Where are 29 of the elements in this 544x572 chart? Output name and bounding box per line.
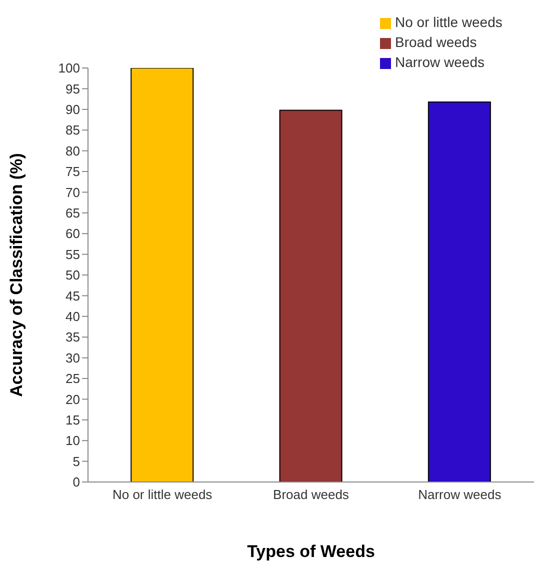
y-tick-label: 30 xyxy=(66,350,80,366)
y-tick-label: 10 xyxy=(66,433,80,448)
y-tick-label: 100 xyxy=(58,60,80,76)
y-tick-label: 20 xyxy=(66,392,80,407)
y-tick-label: 35 xyxy=(66,330,80,345)
x-tick-label: Narrow weeds xyxy=(418,487,502,502)
y-tick-label: 85 xyxy=(66,122,80,138)
y-tick-label: 5 xyxy=(72,454,80,469)
y-tick-label: 90 xyxy=(66,102,80,118)
y-tick-label: 65 xyxy=(66,206,80,221)
x-tick-label: Broad weeds xyxy=(273,487,350,502)
y-tick-label: 70 xyxy=(66,184,80,200)
legend-label: Broad weeds xyxy=(395,34,477,50)
x-axis-title: Types of Weeds xyxy=(247,542,375,561)
y-tick-label: 25 xyxy=(66,371,80,386)
y-tick-label: 40 xyxy=(66,309,80,324)
x-tick-label: No or little weeds xyxy=(112,487,213,502)
y-tick-label: 50 xyxy=(66,268,80,283)
y-tick-label: 80 xyxy=(66,143,80,158)
y-tick-label: 0 xyxy=(72,474,80,490)
legend-label: No or little weeds xyxy=(395,14,502,30)
y-tick-label: 60 xyxy=(66,226,80,242)
y-axis-title: Accuracy of Classification (%) xyxy=(7,153,26,397)
y-tick-label: 15 xyxy=(66,412,80,428)
y-tick-label: 55 xyxy=(66,246,80,262)
y-tick-label: 95 xyxy=(66,81,80,96)
legend-label: Narrow weeds xyxy=(395,54,484,70)
y-tick-label: 75 xyxy=(66,164,80,180)
y-tick-label: 45 xyxy=(66,288,80,304)
